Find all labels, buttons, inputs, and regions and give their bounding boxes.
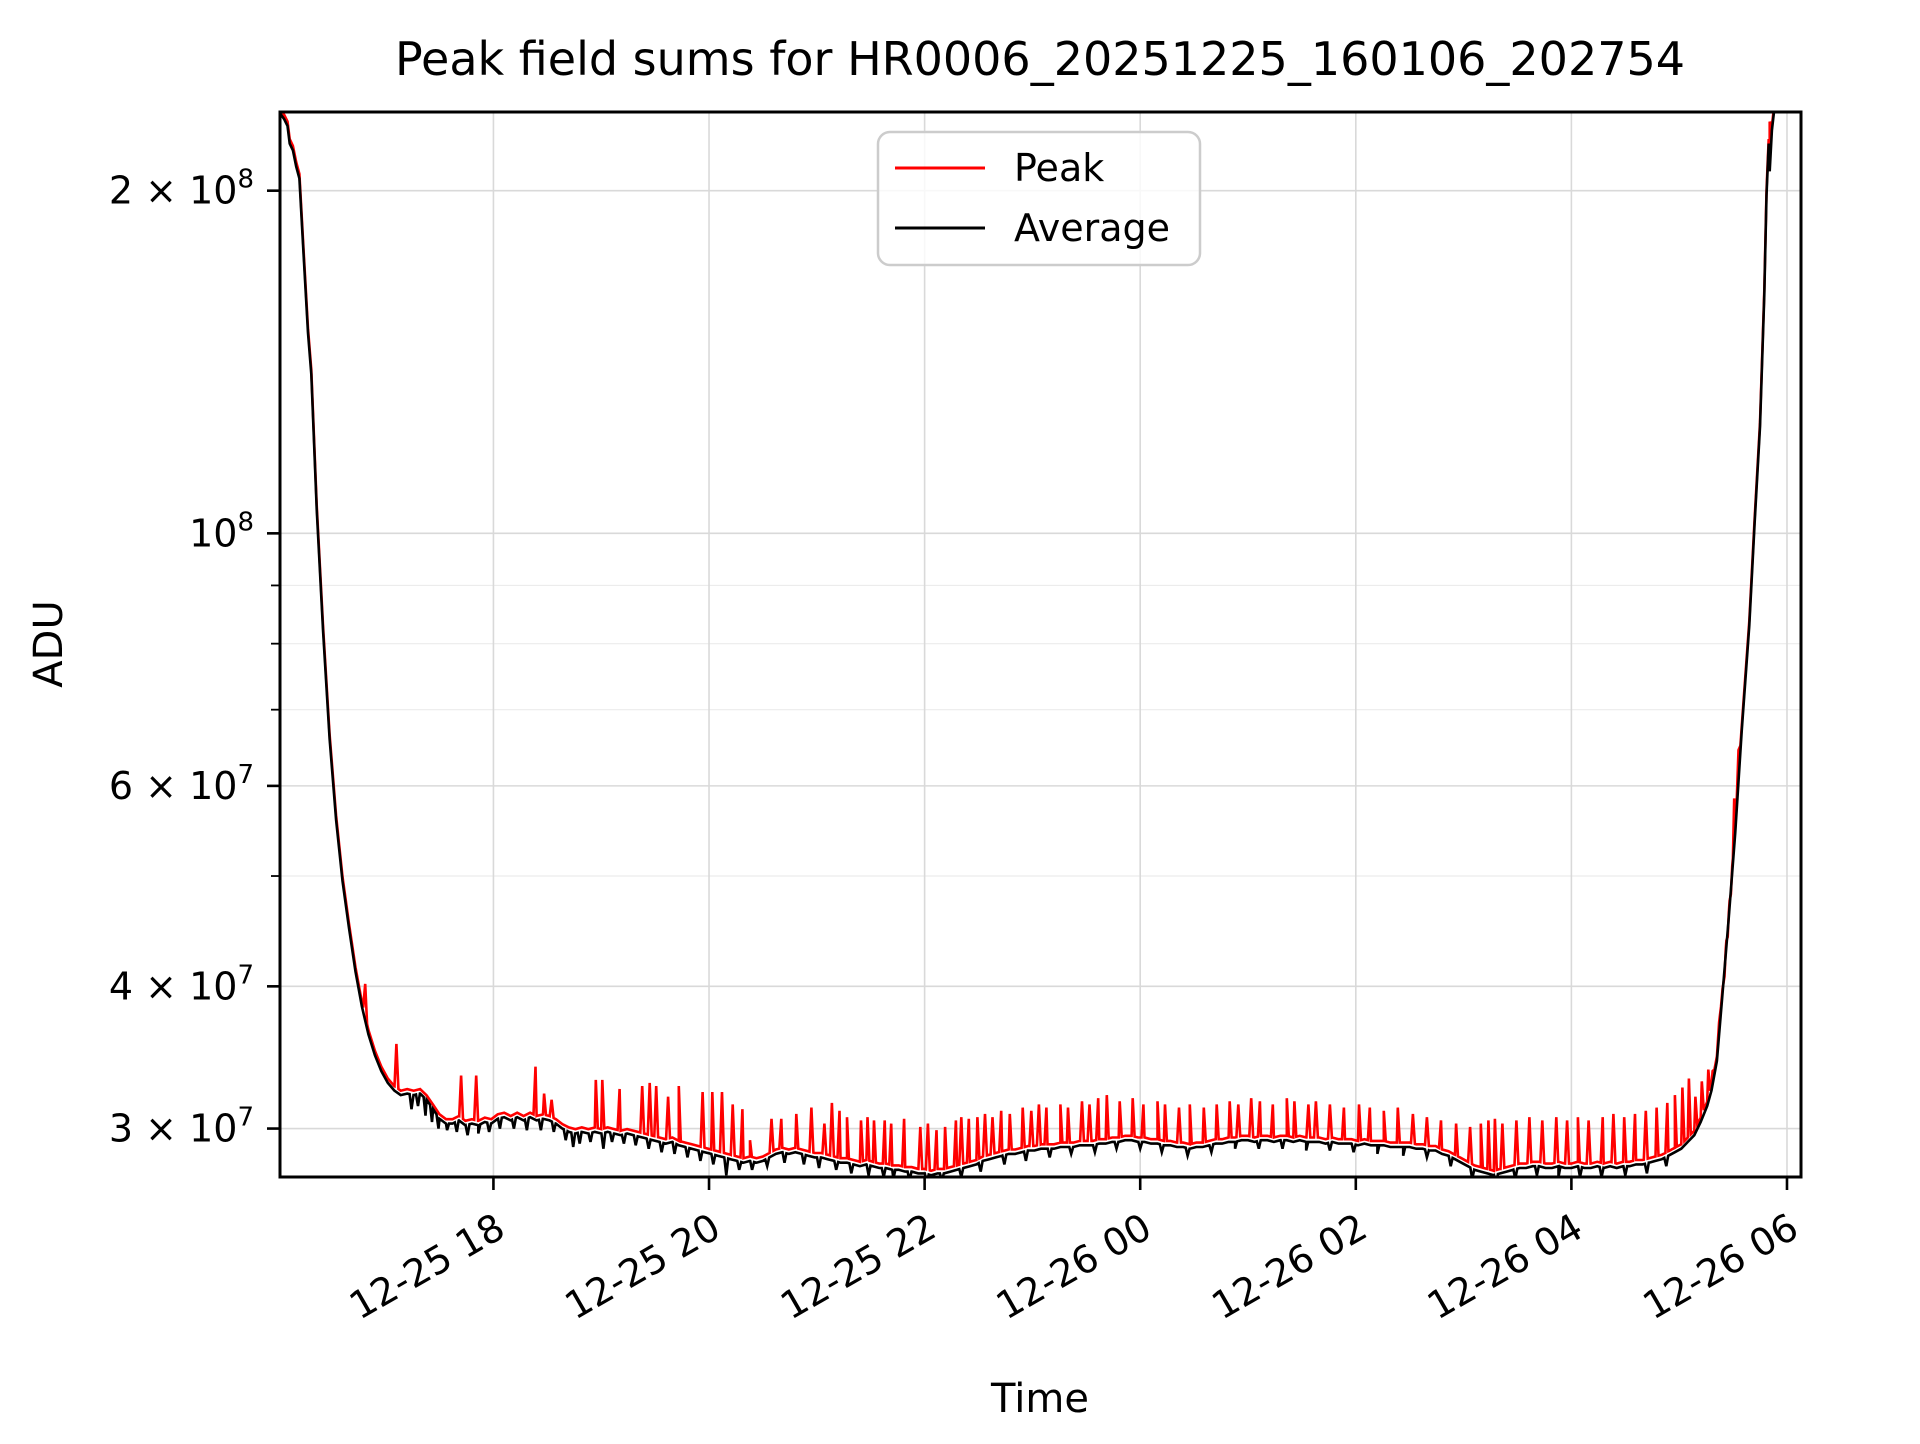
legend-label-average: Average bbox=[1014, 206, 1170, 250]
legend-item-average: Average bbox=[895, 206, 1170, 250]
x-axis-label: Time bbox=[990, 1376, 1089, 1422]
legend-box bbox=[876, 130, 1202, 267]
x-tick-label: 12-26 04 bbox=[1420, 1205, 1590, 1329]
x-tick-label: 12-26 02 bbox=[1204, 1205, 1374, 1329]
y-axis-label: ADU bbox=[26, 600, 72, 687]
x-tick-label: 12-26 00 bbox=[989, 1205, 1159, 1329]
y-tick-label: 108 bbox=[189, 507, 254, 555]
y-tick-label: 6 × 107 bbox=[109, 760, 254, 808]
y-tick-label: 4 × 107 bbox=[109, 960, 254, 1008]
legend-item-peak: Peak bbox=[895, 146, 1104, 190]
average-series-line bbox=[280, 112, 1776, 1177]
x-tick-label: 12-25 22 bbox=[773, 1205, 943, 1329]
legend-label-peak: Peak bbox=[1014, 146, 1104, 190]
y-tick-label: 2 × 108 bbox=[109, 165, 254, 213]
axis-ticks bbox=[267, 189, 1789, 1190]
x-tick-label: 12-25 20 bbox=[558, 1205, 728, 1329]
x-tick-label: 12-26 06 bbox=[1636, 1205, 1806, 1329]
peak-series-line bbox=[280, 112, 1775, 1173]
x-tick-label: 12-25 18 bbox=[342, 1205, 512, 1329]
chart-title: Peak field sums for HR0006_20251225_1601… bbox=[395, 32, 1685, 86]
plot-area bbox=[280, 112, 1776, 1177]
y-tick-label: 3 × 107 bbox=[109, 1103, 254, 1151]
axes-spines bbox=[278, 110, 1803, 1179]
legend: Peak Average bbox=[876, 130, 1202, 267]
grid-lines bbox=[280, 112, 1801, 1177]
